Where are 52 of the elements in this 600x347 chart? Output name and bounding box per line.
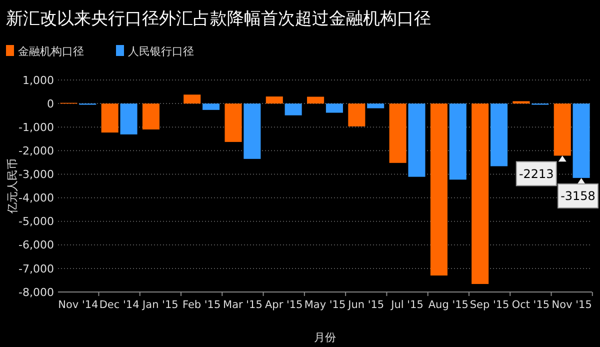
bar (284, 104, 302, 116)
y-tick-label: -2,000 (18, 144, 54, 158)
bar (326, 104, 343, 113)
bar (184, 94, 201, 104)
bar (572, 104, 590, 178)
x-tick-label: Oct '15 (512, 299, 550, 311)
x-tick-label: Feb '15 (182, 299, 221, 311)
annotation: -3158 (560, 189, 596, 204)
x-tick-label: Jan '15 (142, 299, 178, 311)
bar (120, 104, 138, 134)
y-tick-label: -5,000 (18, 215, 54, 228)
bar (512, 101, 530, 104)
bar (554, 104, 571, 156)
y-tick-label: -3,000 (18, 168, 54, 182)
x-tick-label: Aug '15 (428, 299, 468, 311)
bar (367, 104, 384, 108)
x-tick-label: Jun '15 (347, 299, 384, 311)
legend-label: 人民银行口径 (128, 45, 194, 58)
x-tick-label: Mar '15 (223, 299, 262, 311)
x-tick-label: Sep '15 (470, 299, 510, 311)
x-axis-title: 月份 (314, 331, 336, 344)
legend-label: 金融机构口径 (18, 45, 84, 58)
bar (266, 96, 283, 104)
chart-title: 新汇改以来央行口径外汇占款降幅首次超过金融机构口径 (6, 9, 431, 29)
y-tick-label: 1,000 (22, 74, 54, 87)
bar (224, 104, 242, 142)
bar (430, 104, 448, 276)
bar (490, 104, 508, 166)
bar (348, 104, 366, 126)
x-tick-label: Jul '15 (390, 299, 424, 311)
bar (101, 104, 118, 133)
y-axis-title: 亿元人民币 (6, 158, 19, 214)
y-tick-label: -4,000 (18, 192, 54, 205)
bar (307, 96, 324, 104)
y-tick-label: 0 (47, 97, 54, 110)
y-tick-label: -7,000 (18, 262, 54, 276)
x-tick-label: May '15 (304, 299, 346, 311)
bar (202, 104, 220, 110)
x-tick-label: Nov '15 (552, 299, 592, 311)
annotation: -2213 (518, 166, 554, 181)
bar (244, 104, 261, 159)
bar (142, 104, 160, 130)
x-tick-label: Apr '15 (264, 299, 303, 311)
bar (389, 104, 406, 163)
bar (449, 104, 466, 180)
x-tick-label: Dec '14 (99, 299, 140, 311)
y-tick-label: -1,000 (18, 120, 54, 134)
bar (472, 104, 489, 284)
y-tick-label: -8,000 (18, 286, 54, 299)
y-tick-label: -6,000 (18, 238, 54, 252)
x-tick-label: Nov '14 (58, 299, 99, 311)
bar (408, 104, 426, 177)
